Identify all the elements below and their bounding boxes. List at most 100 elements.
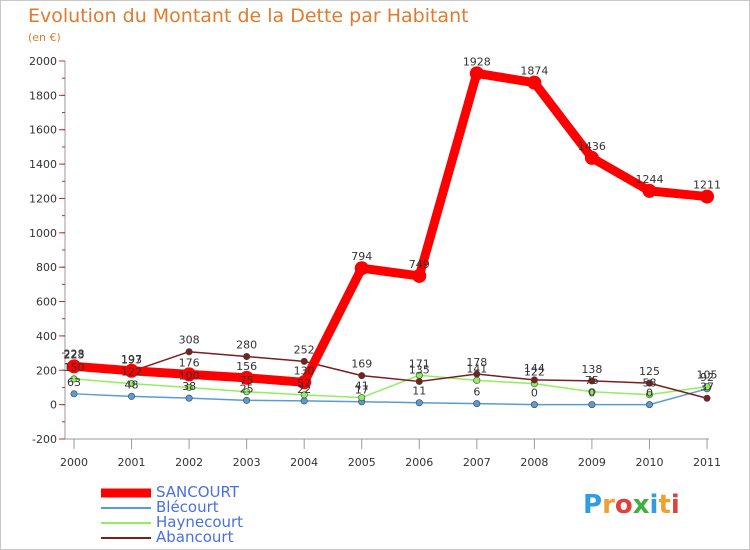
data-label: 75 xyxy=(585,374,599,387)
legend-label: SANCOURT xyxy=(156,483,240,501)
data-label: 178 xyxy=(466,356,487,369)
data-point xyxy=(297,375,312,390)
y-tick-label: 1200 xyxy=(29,192,57,205)
data-label: 37 xyxy=(700,380,714,393)
data-point xyxy=(703,383,711,391)
data-label: 0 xyxy=(646,387,653,400)
x-tick-label: 2011 xyxy=(693,456,721,469)
data-point xyxy=(645,401,653,409)
y-tick-label: 200 xyxy=(36,364,57,377)
y-tick-label: 800 xyxy=(36,261,57,274)
x-tick-label: 2007 xyxy=(463,456,491,469)
data-point xyxy=(473,376,481,384)
data-label: 176 xyxy=(179,356,200,369)
logo-letter: o xyxy=(614,490,633,520)
data-label: 22 xyxy=(297,383,311,396)
data-label: 169 xyxy=(351,358,372,371)
logo-letter: i xyxy=(670,490,680,520)
x-tick-label: 2000 xyxy=(60,456,88,469)
x-tick-label: 2004 xyxy=(290,456,318,469)
data-label: 144 xyxy=(524,362,545,375)
y-tick-label: 600 xyxy=(36,296,57,309)
data-point xyxy=(412,268,427,283)
data-label: 141 xyxy=(466,362,487,375)
data-label: 130 xyxy=(294,364,315,377)
data-label: 48 xyxy=(125,378,139,391)
data-label: 0 xyxy=(588,387,595,400)
data-point xyxy=(645,391,653,399)
data-point xyxy=(588,401,596,409)
logo-letter: i xyxy=(649,490,659,520)
data-point xyxy=(527,75,542,90)
data-point xyxy=(300,391,308,399)
y-tick-label: 1000 xyxy=(29,227,57,240)
data-point xyxy=(300,397,308,405)
data-label: 125 xyxy=(639,365,660,378)
data-label: 197 xyxy=(121,353,142,366)
legend-swatch xyxy=(101,488,151,497)
data-label: 25 xyxy=(240,382,254,395)
data-point xyxy=(243,353,251,361)
legend-swatch xyxy=(101,521,151,524)
legend-label: Blécourt xyxy=(156,498,219,516)
data-point xyxy=(182,367,197,382)
y-tick-label: 400 xyxy=(36,330,57,343)
data-label: 228 xyxy=(64,347,85,360)
data-label: 100 xyxy=(179,369,200,382)
data-point xyxy=(642,183,657,198)
data-label: 1436 xyxy=(578,140,606,153)
data-label: 6 xyxy=(473,386,480,399)
data-point xyxy=(185,348,193,356)
x-tick-label: 2009 xyxy=(578,456,606,469)
y-tick-label: 2000 xyxy=(29,55,57,68)
legend-swatch xyxy=(101,536,151,539)
data-point xyxy=(354,261,369,276)
x-tick-label: 2005 xyxy=(348,456,376,469)
logo-letter: r xyxy=(602,490,615,520)
data-label: 308 xyxy=(179,334,200,347)
x-tick-label: 2006 xyxy=(405,456,433,469)
data-point xyxy=(124,363,139,378)
x-tick-label: 2010 xyxy=(635,456,663,469)
data-point xyxy=(70,390,78,398)
logo-letter: x xyxy=(632,490,650,520)
data-label: 38 xyxy=(182,380,196,393)
data-point xyxy=(645,379,653,387)
data-point xyxy=(469,66,484,81)
data-label: 794 xyxy=(351,250,372,263)
data-label: 122 xyxy=(121,366,142,379)
chart-title: Evolution du Montant de la Dette par Hab… xyxy=(28,5,469,27)
y-tick-label: 1400 xyxy=(29,158,57,171)
data-label: 63 xyxy=(67,376,81,389)
y-tick-label: 1800 xyxy=(29,89,57,102)
data-point xyxy=(530,401,538,409)
data-point xyxy=(700,189,714,204)
data-point xyxy=(588,377,596,385)
data-label: 0 xyxy=(531,387,538,400)
data-point xyxy=(300,357,308,365)
data-label: 11 xyxy=(412,385,426,398)
logo-letter: t xyxy=(658,490,671,520)
data-label: 749 xyxy=(409,258,430,271)
data-point xyxy=(473,400,481,408)
data-point xyxy=(185,383,193,391)
data-point xyxy=(185,394,193,402)
proxiti-logo: Proxiti xyxy=(583,490,680,520)
x-tick-label: 2001 xyxy=(118,456,146,469)
legend-label: Haynecourt xyxy=(156,513,244,531)
series-line xyxy=(73,388,708,406)
data-point xyxy=(67,359,81,374)
data-label: 156 xyxy=(236,360,257,373)
legend-swatch xyxy=(101,506,151,509)
x-tick-label: 2008 xyxy=(520,456,548,469)
y-tick-label: -200 xyxy=(32,433,57,446)
data-label: 280 xyxy=(236,339,257,352)
data-label: 1244 xyxy=(635,173,663,186)
y-tick-label: 0 xyxy=(50,399,57,412)
data-point xyxy=(358,372,366,380)
data-point xyxy=(239,370,254,385)
data-label: 57 xyxy=(297,377,311,390)
data-point xyxy=(243,396,251,404)
